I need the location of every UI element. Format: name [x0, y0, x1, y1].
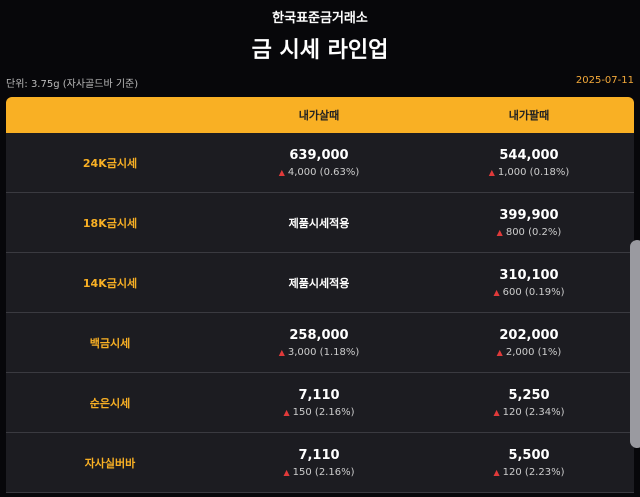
- table-row: 자사실버바 7,110 ▲ 150 (2.16%) 5,500 ▲ 120 (2.23%): [6, 433, 634, 493]
- triangle-up-icon: ▲: [496, 347, 503, 357]
- buy-price: 7,110: [298, 447, 340, 463]
- sell-cell: 544,000 ▲ 1,000 (0.18%): [424, 148, 634, 178]
- buy-change: ▲ 150 (2.16%): [214, 467, 424, 478]
- price-date: 2025-07-11: [575, 75, 634, 86]
- sell-price: 399,900: [499, 207, 559, 223]
- sell-change: ▲ 2,000 (1%): [424, 347, 634, 358]
- row-label: 18K금시세: [82, 216, 138, 230]
- table-row: 순은시세 7,110 ▲ 150 (2.16%) 5,250 ▲ 120 (2.34%): [6, 373, 634, 433]
- sell-cell: 5,500 ▲ 120 (2.23%): [424, 448, 634, 478]
- sell-change-value: 120 (2.34%): [502, 406, 565, 418]
- buy-price: 258,000: [289, 327, 349, 343]
- sell-change: ▲ 1,000 (0.18%): [424, 167, 634, 178]
- table-row: 14K금시세 제품시세적용 310,100 ▲ 600 (0.19%): [6, 253, 634, 313]
- buy-price: 7,110: [298, 387, 340, 403]
- brand-name: 한국표준금거래소: [272, 11, 368, 26]
- sell-change-value: 1,000 (0.18%): [497, 166, 570, 178]
- sell-price: 5,500: [508, 447, 550, 463]
- sell-change: ▲ 120 (2.34%): [424, 407, 634, 418]
- buy-change-value: 4,000 (0.63%): [287, 166, 360, 178]
- buy-change-value: 150 (2.16%): [292, 466, 355, 478]
- buy-change: ▲ 4,000 (0.63%): [214, 167, 424, 178]
- table-row: 24K금시세 639,000 ▲ 4,000 (0.63%) 544,000 ▲ 1,000…: [6, 133, 634, 193]
- buy-change: ▲ 150 (2.16%): [214, 407, 424, 418]
- price-table: 내가살때 내가팔때 24K금시세 639,000 ▲ 4,000 (0.63%) 544…: [6, 97, 634, 493]
- buy-change: ▲ 3,000 (1.18%): [214, 347, 424, 358]
- sell-cell: 310,100 ▲ 600 (0.19%): [424, 268, 634, 298]
- row-label: 순은시세: [89, 396, 131, 410]
- column-header-sell: 내가팔때: [508, 109, 550, 122]
- triangle-up-icon: ▲: [493, 407, 500, 417]
- sell-price: 202,000: [499, 327, 559, 343]
- buy-cell: 제품시세적용: [214, 215, 424, 231]
- buy-change-value: 3,000 (1.18%): [287, 346, 360, 358]
- row-label: 백금시세: [89, 336, 131, 350]
- triangle-up-icon: ▲: [488, 167, 495, 177]
- triangle-up-icon: ▲: [278, 167, 285, 177]
- buy-cell: 258,000 ▲ 3,000 (1.18%): [214, 328, 424, 358]
- sell-change-value: 600 (0.19%): [502, 286, 565, 298]
- triangle-up-icon: ▲: [283, 467, 290, 477]
- sell-change: ▲ 800 (0.2%): [424, 227, 634, 238]
- sell-change: ▲ 120 (2.23%): [424, 467, 634, 478]
- row-label: 24K금시세: [82, 156, 138, 170]
- buy-cell: 7,110 ▲ 150 (2.16%): [214, 448, 424, 478]
- product-price-note: 제품시세적용: [288, 276, 350, 290]
- sell-cell: 399,900 ▲ 800 (0.2%): [424, 208, 634, 238]
- buy-cell: 639,000 ▲ 4,000 (0.63%): [214, 148, 424, 178]
- buy-price: 639,000: [289, 147, 349, 163]
- row-label: 14K금시세: [82, 276, 138, 290]
- sell-cell: 202,000 ▲ 2,000 (1%): [424, 328, 634, 358]
- sell-change: ▲ 600 (0.19%): [424, 287, 634, 298]
- triangle-up-icon: ▲: [278, 347, 285, 357]
- table-row: 백금시세 258,000 ▲ 3,000 (1.18%) 202,000 ▲ 2,000 (…: [6, 313, 634, 373]
- row-label: 자사실버바: [84, 456, 136, 470]
- triangle-up-icon: ▲: [496, 227, 503, 237]
- buy-cell: 7,110 ▲ 150 (2.16%): [214, 388, 424, 418]
- sell-price: 544,000: [499, 147, 559, 163]
- buy-change-value: 150 (2.16%): [292, 406, 355, 418]
- sell-cell: 5,250 ▲ 120 (2.34%): [424, 388, 634, 418]
- unit-note: 단위: 3.75g (자사골드바 기준): [6, 79, 139, 90]
- buy-cell: 제품시세적용: [214, 275, 424, 291]
- table-row: 18K금시세 제품시세적용 399,900 ▲ 800 (0.2%): [6, 193, 634, 253]
- sell-price: 310,100: [499, 267, 559, 283]
- table-header: 내가살때 내가팔때: [6, 97, 634, 133]
- triangle-up-icon: ▲: [283, 407, 290, 417]
- column-header-buy: 내가살때: [298, 109, 340, 122]
- sell-price: 5,250: [508, 387, 550, 403]
- sell-change-value: 120 (2.23%): [502, 466, 565, 478]
- page-title: 금 시세 라인업: [251, 38, 389, 63]
- triangle-up-icon: ▲: [493, 287, 500, 297]
- side-panel-handle[interactable]: [630, 240, 640, 448]
- product-price-note: 제품시세적용: [288, 216, 350, 230]
- sell-change-value: 2,000 (1%): [505, 346, 562, 358]
- sell-change-value: 800 (0.2%): [505, 226, 562, 238]
- triangle-up-icon: ▲: [493, 467, 500, 477]
